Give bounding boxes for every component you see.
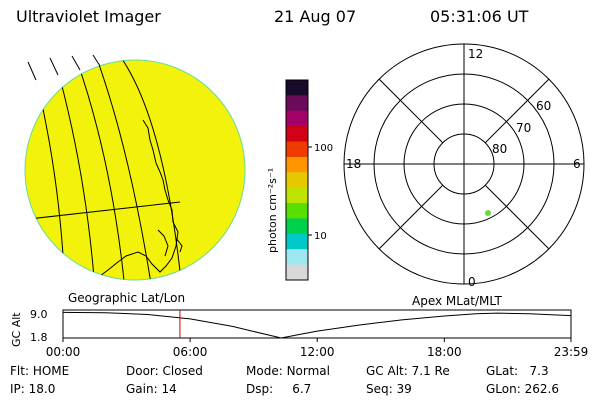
polar-plot: 12 6 0 18 60 70 80 Apex MLat/MLT xyxy=(343,43,585,308)
mlat-label-80: 80 xyxy=(492,142,507,156)
status-gain: Gain: 14 xyxy=(126,382,177,396)
mlt-label-18: 18 xyxy=(346,157,361,171)
altitude-timeline: GC Alt 9.0 1.8 00:00 06:00 12:00 18:00 2… xyxy=(10,308,589,359)
mlt-diagonal xyxy=(484,184,550,250)
timeline-xtick-label: 12:00 xyxy=(300,345,335,359)
colorbar-segment xyxy=(286,126,308,143)
parallel-line xyxy=(25,201,181,221)
colorbar-segment xyxy=(286,141,308,158)
status-seq: Seq: 39 xyxy=(366,382,412,396)
colorbar-tick-100: 100 xyxy=(314,143,333,154)
colorbar-segment xyxy=(286,80,308,96)
meridian-extension xyxy=(71,55,81,71)
date-label: 21 Aug 07 xyxy=(274,7,357,26)
coastline xyxy=(157,229,169,257)
meridian-extension xyxy=(92,54,101,67)
timeline-ytick-min: 1.8 xyxy=(30,331,48,344)
mlt-label-0: 0 xyxy=(468,275,476,289)
colorbar-unit-label: photon cm⁻²s⁻¹ xyxy=(266,168,279,253)
colorbar-segment xyxy=(286,264,308,281)
mlat-label-60: 60 xyxy=(536,99,551,113)
timeline-xtick-label: 00:00 xyxy=(46,345,81,359)
colorbar-segment xyxy=(286,233,308,250)
altitude-series-line xyxy=(62,311,572,339)
mlt-diagonal xyxy=(378,78,444,144)
status-door: Door: Closed xyxy=(126,364,203,378)
time-label: 05:31:06 UT xyxy=(430,7,529,26)
colorbar-segment xyxy=(286,218,308,235)
uv-image-panel: Geographic Lat/Lon xyxy=(24,54,246,305)
mlt-label-6: 6 xyxy=(573,157,581,171)
timeline-xtick-label: 06:00 xyxy=(173,345,208,359)
status-flt: Flt: HOME xyxy=(10,364,70,378)
colorbar-segment xyxy=(286,110,308,127)
timeline-xtick-label: 18:00 xyxy=(427,345,462,359)
timeline-ylabel: GC Alt xyxy=(10,312,23,347)
colorbar-tick-10: 10 xyxy=(314,231,327,242)
mlt-diagonal xyxy=(484,78,550,144)
meridian-line xyxy=(119,60,183,280)
polar-panel-label: Apex MLat/MLT xyxy=(412,294,502,308)
meridian-extension xyxy=(27,61,37,81)
colorbar-segment xyxy=(286,95,308,112)
mlt-diagonal xyxy=(378,184,444,250)
uv-image-disk xyxy=(24,59,246,281)
instrument-title: Ultraviolet Imager xyxy=(16,7,161,26)
status-glat: GLat: 7.3 xyxy=(486,364,549,378)
colorbar-segment xyxy=(286,249,308,266)
colorbar-frame xyxy=(285,79,309,281)
timeline-ytick-max: 9.0 xyxy=(30,308,48,321)
image-panel-label: Geographic Lat/Lon xyxy=(68,291,185,305)
status-dsp: Dsp: 6.7 xyxy=(246,382,312,396)
status-gc-alt: GC Alt: 7.1 Re xyxy=(366,364,450,378)
colorbar-segment xyxy=(286,187,308,204)
status-glon: GLon: 262.6 xyxy=(486,382,559,396)
timeline-xtick-label: 23:59 xyxy=(554,345,589,359)
meridian-line xyxy=(54,60,96,280)
mlt-label-12: 12 xyxy=(468,47,483,61)
status-ip: IP: 18.0 xyxy=(10,382,56,396)
mlat-label-70: 70 xyxy=(516,121,531,135)
meridian-line xyxy=(75,60,126,280)
colorbar-segment xyxy=(286,172,308,189)
colorbar-segment xyxy=(286,203,308,219)
coastline xyxy=(175,237,183,253)
meridian-extension xyxy=(49,57,59,76)
colorbar-segment xyxy=(286,156,308,173)
status-mode: Mode: Normal xyxy=(246,364,330,378)
colorbar: photon cm⁻²s⁻¹ 100 10 xyxy=(266,79,333,281)
spacecraft-footprint-marker xyxy=(485,210,491,216)
